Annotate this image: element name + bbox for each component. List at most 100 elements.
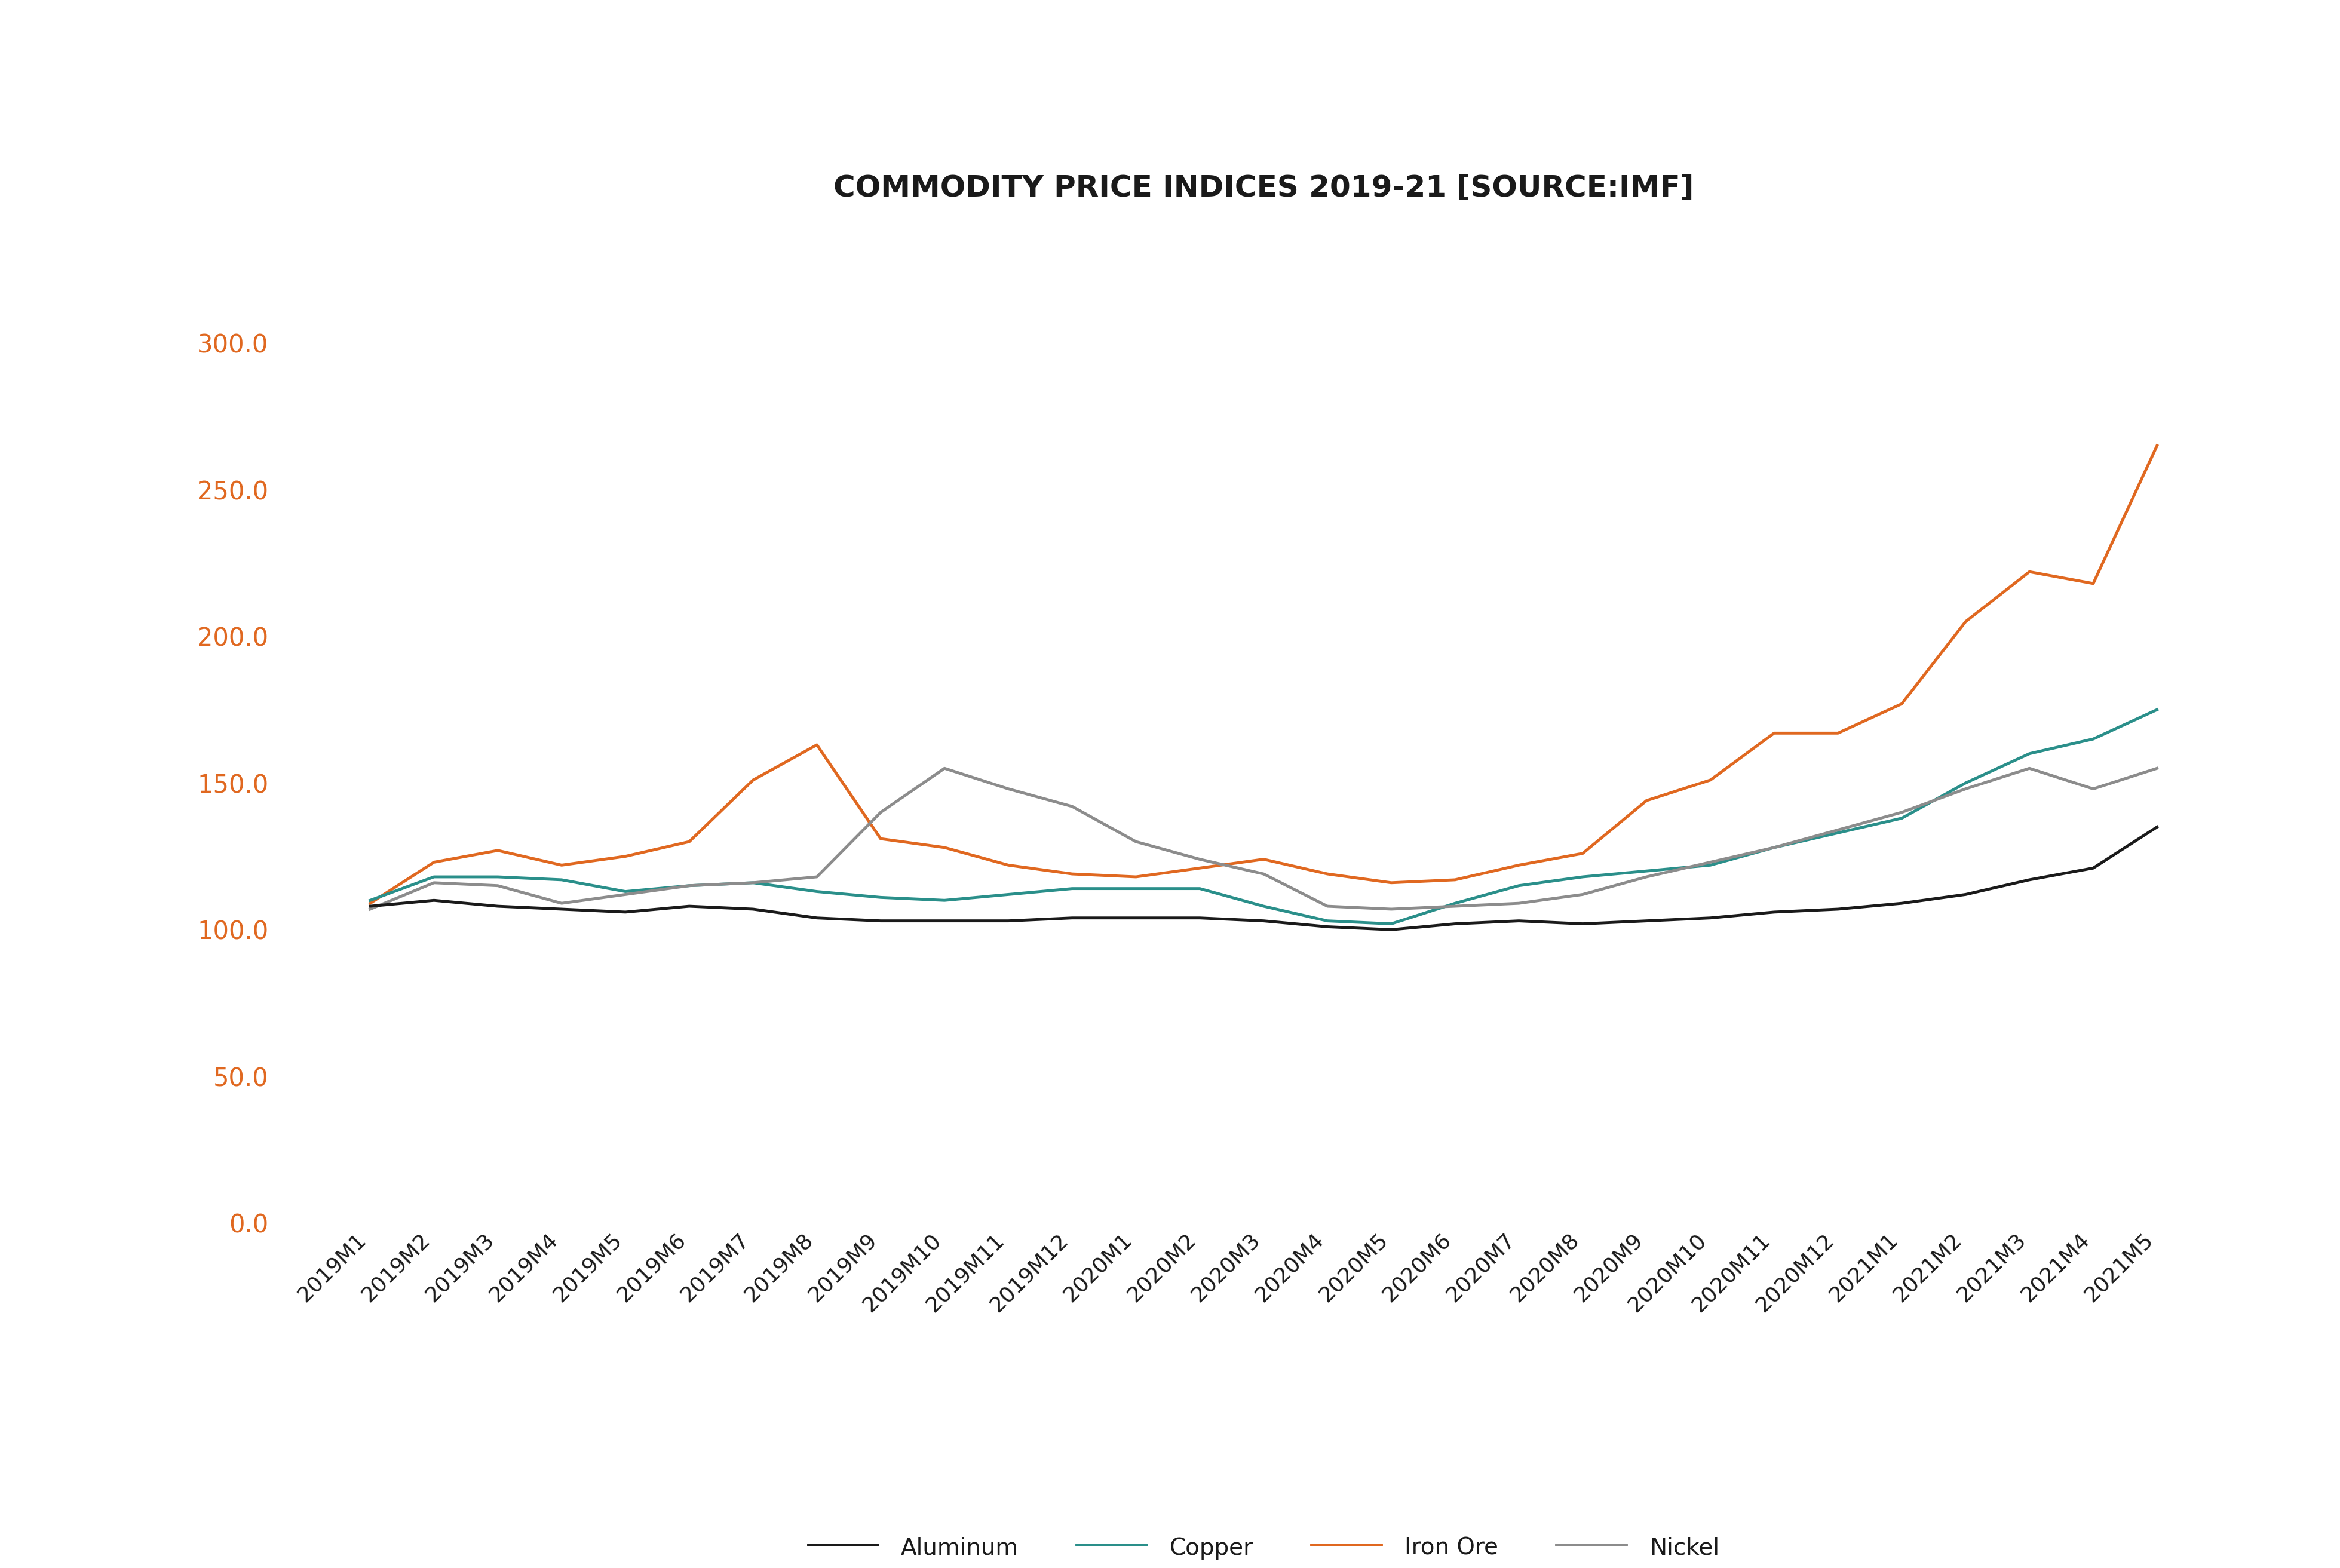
Iron Ore	[866, 829, 894, 848]
Nickel	[1378, 900, 1406, 919]
Copper	[1760, 839, 1788, 858]
Nickel	[1952, 779, 1980, 798]
Aluminum	[548, 900, 576, 919]
Aluminum	[1888, 894, 1916, 913]
Copper	[1441, 894, 1470, 913]
Aluminum	[356, 897, 384, 916]
Nickel	[1505, 894, 1533, 913]
Nickel	[611, 884, 639, 903]
Nickel	[994, 779, 1023, 798]
Nickel	[931, 759, 959, 778]
Aluminum	[739, 900, 768, 919]
Nickel	[1696, 853, 1725, 872]
Nickel	[1760, 839, 1788, 858]
Copper	[803, 883, 831, 902]
Aluminum	[994, 911, 1023, 930]
Nickel	[1823, 820, 1851, 839]
Iron Ore	[1441, 870, 1470, 889]
Iron Ore	[1888, 695, 1916, 713]
Copper	[866, 887, 894, 906]
Iron Ore	[1823, 724, 1851, 743]
Aluminum	[2143, 817, 2172, 836]
Aluminum	[866, 911, 894, 930]
Aluminum	[1568, 914, 1596, 933]
Iron Ore	[1633, 792, 1661, 811]
Nickel	[2015, 759, 2043, 778]
Line: Aluminum: Aluminum	[370, 826, 2157, 930]
Nickel	[739, 873, 768, 892]
Iron Ore	[739, 770, 768, 789]
Nickel	[548, 894, 576, 913]
Nickel	[2080, 779, 2108, 798]
Aluminum	[2080, 859, 2108, 878]
Nickel	[1058, 797, 1086, 815]
Aluminum	[611, 903, 639, 922]
Nickel	[1313, 897, 1341, 916]
Copper	[1505, 877, 1533, 895]
Aluminum	[1823, 900, 1851, 919]
Copper	[676, 877, 704, 895]
Copper	[1696, 856, 1725, 875]
Nickel	[1633, 867, 1661, 886]
Nickel	[1441, 897, 1470, 916]
Nickel	[2143, 759, 2172, 778]
Aluminum	[1760, 903, 1788, 922]
Aluminum	[1696, 908, 1725, 927]
Copper	[1568, 867, 1596, 886]
Iron Ore	[548, 856, 576, 875]
Aluminum	[419, 891, 447, 909]
Copper	[1633, 861, 1661, 880]
Copper	[1313, 911, 1341, 930]
Aluminum	[484, 897, 512, 916]
Copper	[548, 870, 576, 889]
Aluminum	[803, 908, 831, 927]
Nickel	[484, 877, 512, 895]
Aluminum	[1186, 908, 1214, 927]
Nickel	[866, 803, 894, 822]
Copper	[1250, 897, 1278, 916]
Line: Iron Ore: Iron Ore	[370, 445, 2157, 903]
Nickel	[419, 873, 447, 892]
Aluminum	[1121, 908, 1149, 927]
Nickel	[1186, 850, 1214, 869]
Copper	[1823, 823, 1851, 842]
Iron Ore	[1121, 867, 1149, 886]
Copper	[356, 891, 384, 909]
Iron Ore	[1760, 724, 1788, 743]
Copper	[2015, 745, 2043, 764]
Copper	[1888, 809, 1916, 828]
Copper	[1121, 880, 1149, 898]
Iron Ore	[1186, 859, 1214, 878]
Iron Ore	[994, 856, 1023, 875]
Iron Ore	[1952, 612, 1980, 630]
Iron Ore	[2080, 574, 2108, 593]
Copper	[2080, 729, 2108, 748]
Aluminum	[676, 897, 704, 916]
Aluminum	[1441, 914, 1470, 933]
Iron Ore	[931, 839, 959, 858]
Iron Ore	[1696, 770, 1725, 789]
Iron Ore	[1313, 864, 1341, 883]
Copper	[994, 884, 1023, 903]
Copper	[484, 867, 512, 886]
Iron Ore	[803, 735, 831, 754]
Iron Ore	[2015, 563, 2043, 582]
Iron Ore	[1250, 850, 1278, 869]
Aluminum	[2015, 870, 2043, 889]
Copper	[419, 867, 447, 886]
Nickel	[356, 900, 384, 919]
Nickel	[676, 877, 704, 895]
Iron Ore	[676, 833, 704, 851]
Iron Ore	[1505, 856, 1533, 875]
Line: Nickel: Nickel	[370, 768, 2157, 909]
Iron Ore	[611, 847, 639, 866]
Aluminum	[931, 911, 959, 930]
Copper	[1952, 773, 1980, 792]
Copper	[611, 883, 639, 902]
Aluminum	[1058, 908, 1086, 927]
Copper	[739, 873, 768, 892]
Aluminum	[1250, 911, 1278, 930]
Copper	[1058, 880, 1086, 898]
Aluminum	[1633, 911, 1661, 930]
Nickel	[1888, 803, 1916, 822]
